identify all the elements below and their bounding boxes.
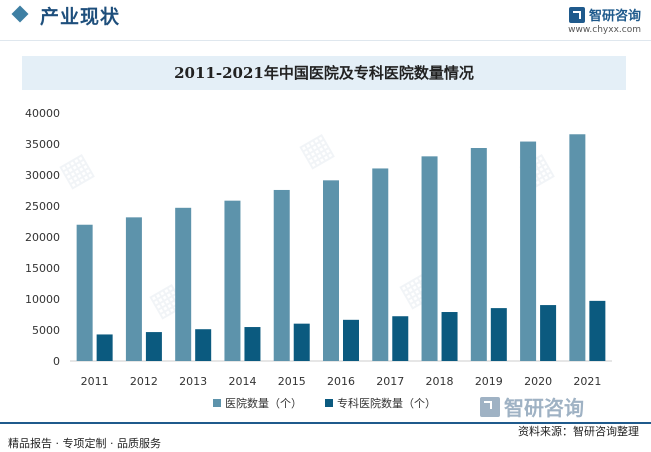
bar-hospitals	[224, 200, 241, 361]
bar-hospitals	[520, 141, 537, 361]
y-tick-label: 35000	[25, 138, 60, 151]
bar-specialty-hospitals	[293, 323, 310, 361]
x-tick-label: 2013	[179, 375, 207, 388]
bar-hospitals	[470, 148, 487, 361]
y-tick-label: 20000	[25, 231, 60, 244]
bar-specialty-hospitals	[343, 319, 359, 361]
footer-logo-text: 智研咨询	[504, 396, 584, 420]
section-title: 产业现状	[40, 6, 121, 28]
y-tick-label: 40000	[25, 107, 60, 120]
bar-specialty-hospitals	[441, 312, 458, 361]
header-divider	[0, 40, 651, 41]
y-tick-label: 0	[53, 355, 60, 368]
x-tick-label: 2012	[130, 375, 158, 388]
bar-specialty-hospitals	[96, 334, 113, 361]
y-tick-label: 5000	[32, 324, 60, 337]
bar-specialty-hospitals	[490, 308, 507, 361]
bar-hospitals	[125, 217, 142, 361]
x-tick-label: 2020	[524, 375, 552, 388]
brand: 智研咨询 www.chyxx.com	[568, 4, 641, 35]
chart-title: 2011-2021年中国医院及专科医院数量情况	[174, 64, 474, 82]
bar-specialty-hospitals	[540, 305, 557, 361]
bar-specialty-hospitals	[195, 329, 212, 361]
chart-title-bar: 2011-2021年中国医院及专科医院数量情况	[22, 56, 626, 90]
bar-hospitals	[76, 224, 93, 361]
footer-logo: 智研咨询	[480, 392, 584, 421]
bar-hospitals	[273, 189, 290, 361]
brand-logo-icon	[480, 396, 500, 417]
brand-logo-icon	[568, 6, 585, 23]
bar-specialty-hospitals	[589, 300, 606, 361]
x-tick-label: 2018	[426, 375, 454, 388]
footer-tagline: 精品报告 · 专项定制 · 品质服务	[8, 437, 161, 450]
bar-specialty-hospitals	[244, 327, 261, 361]
x-tick-label: 2019	[475, 375, 503, 388]
bar-hospitals	[372, 168, 389, 361]
bar-hospitals	[175, 207, 192, 361]
legend-label: 专科医院数量（个）	[337, 396, 436, 410]
x-tick-label: 2017	[376, 375, 404, 388]
bar-specialty-hospitals	[145, 332, 162, 361]
y-tick-label: 30000	[25, 169, 60, 182]
x-tick-label: 2015	[278, 375, 306, 388]
y-tick-label: 25000	[25, 200, 60, 213]
x-tick-label: 2016	[327, 375, 355, 388]
x-tick-label: 2021	[573, 375, 601, 388]
x-tick-label: 2014	[228, 375, 256, 388]
brand-name: 智研咨询	[588, 9, 641, 24]
source-note: 资料来源：智研咨询整理	[518, 425, 639, 438]
bar-hospitals	[569, 134, 586, 361]
brand-url: www.chyxx.com	[568, 25, 641, 35]
bar-hospitals	[421, 156, 438, 361]
legend-label: 医院数量（个）	[225, 396, 302, 410]
page-header: 产业现状 智研咨询 www.chyxx.com	[0, 0, 651, 35]
bar-hospitals	[323, 180, 339, 361]
y-tick-label: 10000	[25, 293, 60, 306]
x-tick-label: 2011	[81, 375, 109, 388]
legend-swatch	[325, 399, 333, 407]
legend-swatch	[213, 399, 221, 407]
footer-divider	[0, 422, 651, 424]
bar-specialty-hospitals	[392, 316, 409, 361]
y-tick-label: 15000	[25, 262, 60, 275]
